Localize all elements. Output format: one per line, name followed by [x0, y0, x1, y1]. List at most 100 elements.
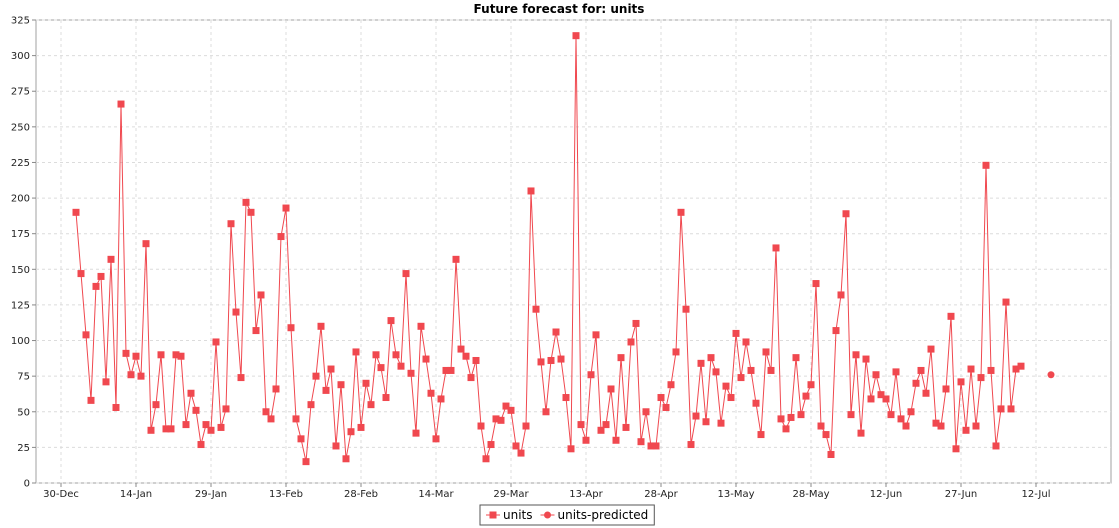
data-point	[152, 401, 160, 409]
data-point	[787, 413, 795, 421]
data-point	[477, 422, 485, 430]
y-tick-label: 200	[11, 194, 30, 205]
data-point	[577, 421, 585, 429]
data-point	[197, 441, 205, 449]
data-point	[292, 415, 300, 423]
data-point	[997, 405, 1005, 413]
data-point	[382, 394, 390, 402]
data-point	[262, 408, 270, 416]
data-point	[507, 406, 515, 414]
data-point	[662, 403, 670, 411]
data-point	[302, 458, 310, 466]
y-tick-label: 75	[17, 372, 30, 383]
data-point	[237, 374, 245, 382]
data-point	[647, 442, 655, 450]
data-point	[97, 272, 105, 280]
data-point	[762, 348, 770, 356]
data-point	[147, 426, 155, 434]
data-point	[607, 385, 615, 393]
data-point	[772, 244, 780, 252]
series-layer	[72, 32, 1055, 466]
data-point	[672, 348, 680, 356]
data-point	[562, 394, 570, 402]
data-point	[597, 426, 605, 434]
data-point	[202, 421, 210, 429]
data-point	[267, 415, 275, 423]
data-point	[657, 394, 665, 402]
y-tick-label: 50	[17, 407, 30, 418]
data-point	[747, 366, 755, 374]
data-point	[272, 385, 280, 393]
data-point	[587, 371, 595, 379]
data-point	[157, 351, 165, 359]
data-point	[362, 379, 370, 387]
data-point	[537, 358, 545, 366]
data-point	[277, 233, 285, 241]
data-point	[862, 355, 870, 363]
data-point	[847, 411, 855, 419]
data-point	[422, 355, 430, 363]
data-point	[532, 305, 540, 313]
data-point	[622, 423, 630, 431]
data-point	[137, 372, 145, 380]
data-point	[132, 352, 140, 360]
data-point	[322, 386, 330, 394]
x-tick-label: 12-Jun	[870, 489, 903, 500]
y-tick-label: 175	[11, 229, 30, 240]
data-point	[387, 317, 395, 325]
data-point	[227, 220, 235, 228]
data-point	[697, 359, 705, 367]
data-point	[872, 371, 880, 379]
data-point	[707, 354, 715, 362]
data-point	[222, 405, 230, 413]
data-point	[1002, 298, 1010, 306]
data-point	[102, 378, 110, 386]
data-point	[832, 327, 840, 335]
y-tick-label: 150	[11, 265, 30, 276]
data-point	[547, 356, 555, 364]
data-point	[182, 421, 190, 429]
data-point	[122, 349, 130, 357]
data-point	[952, 445, 960, 453]
data-point	[827, 451, 835, 459]
y-tick-label: 250	[11, 122, 30, 133]
data-point	[347, 428, 355, 436]
data-point	[777, 415, 785, 423]
x-tick-label: 12-Jul	[1022, 489, 1051, 500]
data-point	[542, 408, 550, 416]
data-point	[497, 416, 505, 424]
data-point	[167, 425, 175, 433]
data-point	[667, 381, 675, 389]
x-tick-label: 29-Mar	[493, 489, 529, 500]
data-point	[337, 381, 345, 389]
data-point	[1017, 362, 1025, 370]
data-point	[342, 455, 350, 463]
data-point	[522, 422, 530, 430]
data-point	[212, 338, 220, 346]
data-point	[372, 351, 380, 359]
y-tick-label: 0	[24, 479, 30, 490]
data-point	[87, 396, 95, 404]
data-point	[907, 408, 915, 416]
data-point	[437, 395, 445, 403]
data-point	[117, 100, 125, 108]
data-point	[972, 422, 980, 430]
data-point	[882, 395, 890, 403]
data-point	[82, 331, 90, 339]
data-point	[632, 319, 640, 327]
data-point	[792, 354, 800, 362]
data-point	[947, 312, 955, 320]
y-tick-label: 225	[11, 158, 30, 169]
data-point	[617, 354, 625, 362]
data-point	[687, 441, 695, 449]
data-point	[752, 399, 760, 407]
data-point	[232, 308, 240, 316]
data-point	[412, 429, 420, 437]
data-point	[332, 442, 340, 450]
data-point	[852, 351, 860, 359]
data-point	[172, 351, 180, 359]
data-point	[722, 382, 730, 390]
data-point	[72, 208, 80, 216]
x-axis: 30-Dec 14-Jan 29-Jan 13-Feb 28-Feb 14-Mar 29-M…	[43, 483, 1050, 500]
